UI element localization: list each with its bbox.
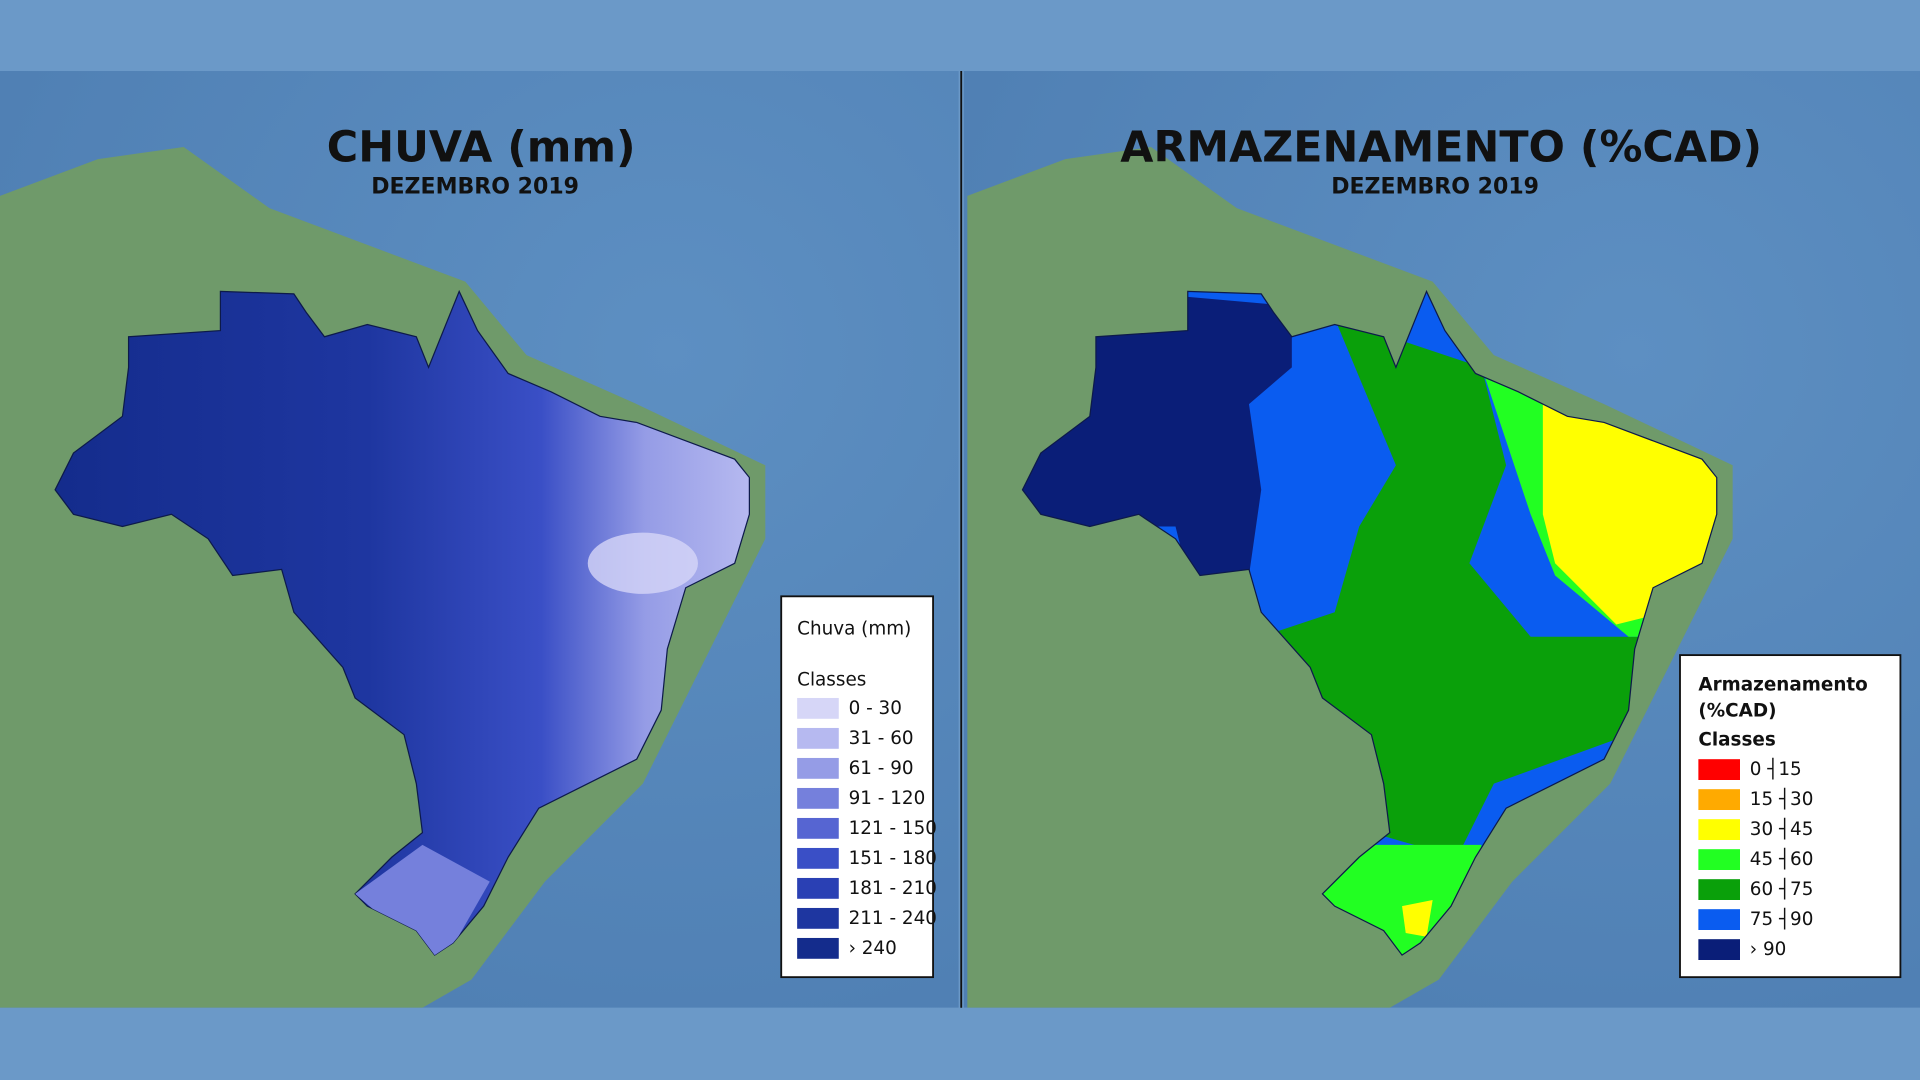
legend-label: 121 - 150 — [849, 818, 937, 839]
legend-swatch — [797, 757, 839, 779]
legend-swatch — [797, 817, 839, 839]
legend-title: Chuva (mm) — [797, 618, 911, 639]
rain-map — [0, 71, 959, 1008]
legend-swatch — [797, 877, 839, 899]
legend-label: 181 - 210 — [849, 878, 937, 899]
map-subtitle: DEZEMBRO 2019 — [371, 174, 579, 199]
legend-label: 15 ┤30 — [1750, 787, 1814, 810]
map-title: CHUVA (mm) — [327, 123, 636, 173]
legend-swatch — [797, 727, 839, 749]
legend-label: 75 ┤90 — [1750, 907, 1814, 930]
map-subtitle: DEZEMBRO 2019 — [1331, 174, 1539, 199]
legend-title: Armazenamento — [1698, 675, 1867, 696]
legend-swatch — [1698, 849, 1740, 870]
legend-label: 0 ┤15 — [1750, 757, 1802, 780]
legend-swatch — [1698, 759, 1740, 780]
legend-label: 91 - 120 — [849, 788, 926, 809]
legend-swatch — [1698, 879, 1740, 900]
legend-swatch — [1698, 909, 1740, 930]
legend-label: 0 - 30 — [849, 698, 902, 719]
legend-label: 60 ┤75 — [1750, 877, 1814, 900]
legend-swatch — [797, 907, 839, 929]
legend-title: (%CAD) — [1698, 700, 1776, 721]
legend-subtitle: Classes — [797, 670, 866, 691]
legend-swatch — [1698, 789, 1740, 810]
legend-swatch — [1698, 939, 1740, 960]
legend-label: 61 - 90 — [849, 758, 914, 779]
legend-subtitle: Classes — [1698, 730, 1775, 751]
legend-swatch — [797, 787, 839, 809]
legend-swatch — [797, 697, 839, 719]
legend-label: 45 ┤60 — [1750, 847, 1814, 870]
legend-label: 30 ┤45 — [1750, 817, 1814, 840]
map-title: ARMAZENAMENTO (%CAD) — [1120, 123, 1762, 173]
legend-label: › 90 — [1750, 939, 1787, 960]
legend-label: 151 - 180 — [849, 848, 937, 869]
legend-label: › 240 — [849, 938, 897, 959]
legend-swatch — [1698, 819, 1740, 840]
legend-label: 211 - 240 — [849, 908, 937, 929]
legend-swatch — [797, 937, 839, 959]
legend-label: 31 - 60 — [849, 728, 914, 749]
legend-swatch — [797, 847, 839, 869]
